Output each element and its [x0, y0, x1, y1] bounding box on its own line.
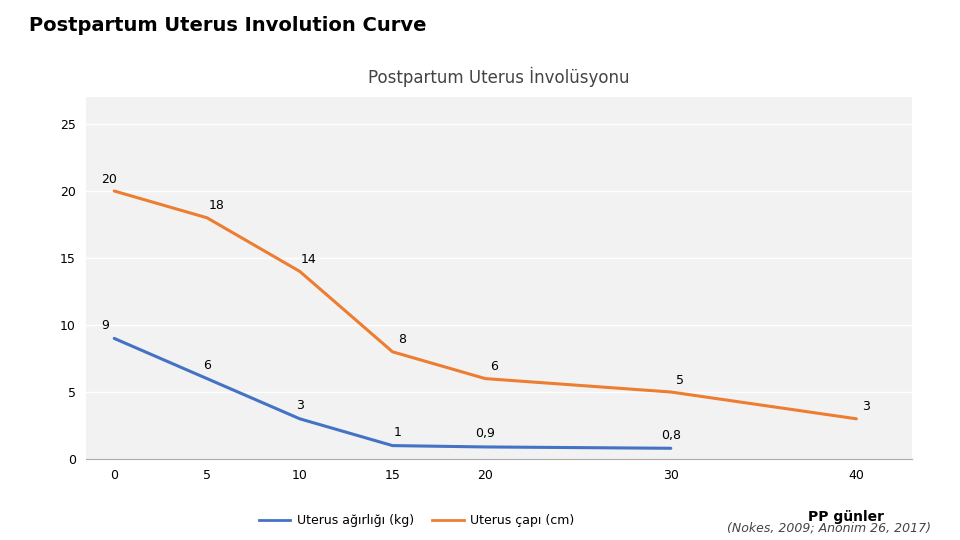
Text: 1: 1 [395, 426, 402, 439]
Text: 18: 18 [208, 199, 225, 212]
Text: Postpartum Uterus Involution Curve: Postpartum Uterus Involution Curve [29, 16, 426, 35]
Text: (Nokes, 2009; Anonim 26, 2017): (Nokes, 2009; Anonim 26, 2017) [728, 522, 931, 535]
Title: Postpartum Uterus İnvolüsyonu: Postpartum Uterus İnvolüsyonu [369, 68, 630, 87]
Text: 20: 20 [101, 173, 116, 186]
Text: 6: 6 [491, 360, 498, 373]
Text: 3: 3 [862, 401, 870, 414]
Text: 0,8: 0,8 [660, 429, 681, 442]
Text: 14: 14 [301, 253, 317, 266]
Legend: Uterus ağırlığı (kg), Uterus çapı (cm): Uterus ağırlığı (kg), Uterus çapı (cm) [254, 509, 579, 532]
Text: PP günler: PP günler [808, 510, 884, 524]
Text: 6: 6 [204, 359, 211, 372]
Text: 0,9: 0,9 [475, 427, 495, 440]
Text: 5: 5 [676, 374, 684, 387]
Text: 9: 9 [101, 319, 108, 332]
Text: 3: 3 [296, 399, 303, 412]
Text: 8: 8 [397, 333, 406, 347]
